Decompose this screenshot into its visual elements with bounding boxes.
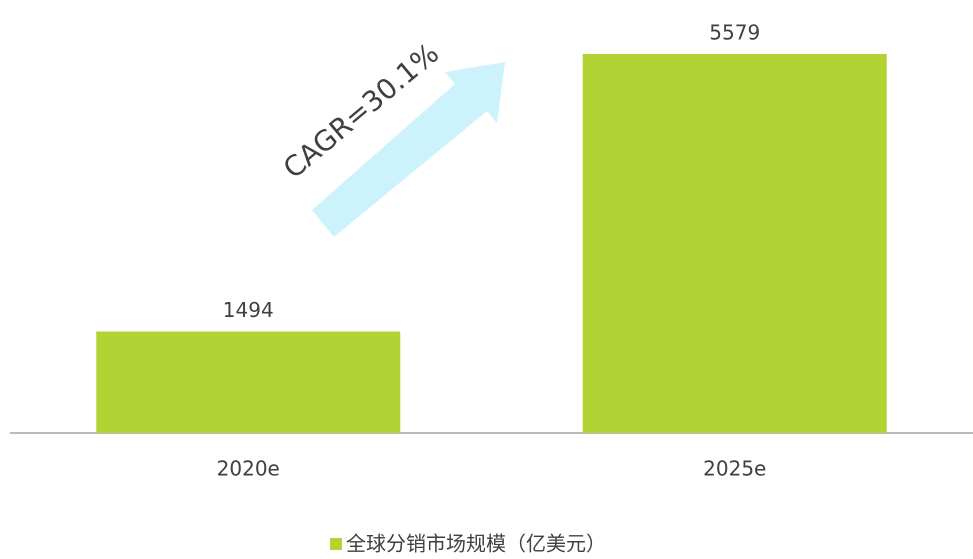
data-label: 5579 xyxy=(709,21,760,45)
data-label: 1494 xyxy=(223,298,274,322)
legend-label: 全球分销市场规模（亿美元） xyxy=(346,532,606,556)
x-tick-label: 2025e xyxy=(703,457,766,481)
growth-arrow xyxy=(312,62,505,237)
bar xyxy=(96,331,401,433)
bar xyxy=(582,54,887,433)
legend-swatch xyxy=(330,538,342,550)
x-tick-label: 2020e xyxy=(217,457,280,481)
